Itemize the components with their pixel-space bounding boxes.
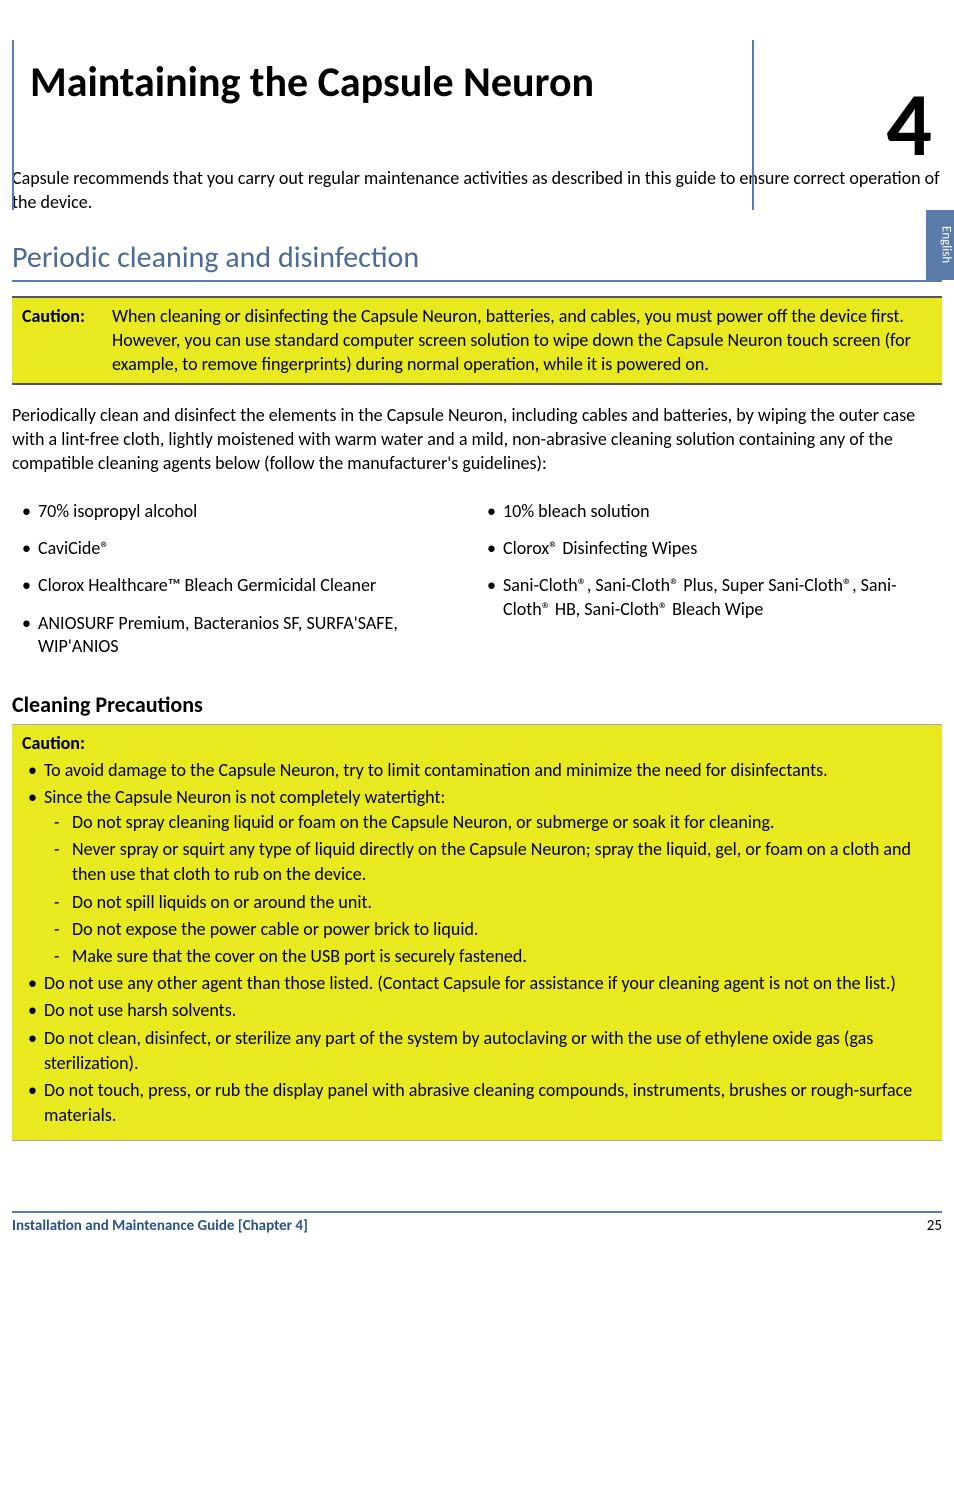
bullet-icon: • — [487, 537, 503, 560]
header-rule-left — [12, 40, 14, 210]
bullet-icon: • — [22, 612, 38, 659]
bullet-icon: • — [22, 500, 38, 523]
bullet-icon: • — [22, 537, 38, 560]
chapter-header: Maintaining the Capsule Neuron 4 — [12, 60, 942, 106]
list-item: Do not use any other agent than those li… — [44, 971, 932, 996]
page-footer: Installation and Maintenance Guide [Chap… — [12, 1211, 942, 1235]
list-item: •10% bleach solution — [487, 500, 932, 523]
list-item: Do not touch, press, or rub the display … — [44, 1078, 932, 1128]
agent-text: CaviCide® — [38, 537, 109, 560]
agent-text: 70% isopropyl alcohol — [38, 500, 197, 523]
list-item: •ANIOSURF Premium, Bacteranios SF, SURFA… — [22, 612, 467, 659]
chapter-number: 4 — [886, 80, 932, 170]
list-item: Do not spill liquids on or around the un… — [72, 890, 932, 915]
footer-page-number: 25 — [927, 1217, 942, 1235]
chapter-title: Maintaining the Capsule Neuron — [30, 60, 942, 106]
subheading-precautions: Cleaning Precautions — [12, 691, 942, 718]
footer-doc-title: Installation and Maintenance Guide [Chap… — [12, 1217, 308, 1235]
cleaning-paragraph: Periodically clean and disinfect the ele… — [12, 403, 942, 476]
list-item: Since the Capsule Neuron is not complete… — [44, 785, 932, 969]
list-item: Do not expose the power cable or power b… — [72, 917, 932, 942]
agent-text: Clorox® Disinfecting Wipes — [503, 537, 697, 560]
header-rule-right — [752, 40, 754, 210]
agent-text: 10% bleach solution — [503, 500, 650, 523]
caution-text: When cleaning or disinfecting the Capsul… — [112, 304, 932, 377]
language-tab: English — [926, 210, 954, 280]
list-item: •CaviCide® — [22, 537, 467, 560]
agents-col-left: •70% isopropyl alcohol •CaviCide® •Cloro… — [22, 500, 467, 673]
bullet-icon: • — [22, 574, 38, 597]
precaution-sublist: Do not spray cleaning liquid or foam on … — [44, 810, 932, 969]
agents-col-right: •10% bleach solution •Clorox® Disinfecti… — [487, 500, 932, 673]
caution-precautions: Caution: To avoid damage to the Capsule … — [12, 724, 942, 1142]
agent-text: Clorox Healthcare™ Bleach Germicidal Cle… — [38, 574, 376, 597]
bullet-icon: • — [487, 574, 503, 621]
list-item: •Clorox Healthcare™ Bleach Germicidal Cl… — [22, 574, 467, 597]
list-item-text: Since the Capsule Neuron is not complete… — [44, 786, 445, 808]
list-item: Do not use harsh solvents. — [44, 998, 932, 1023]
cleaning-agents: •70% isopropyl alcohol •CaviCide® •Cloro… — [22, 500, 932, 673]
bullet-icon: • — [487, 500, 503, 523]
agent-text: Sani-Cloth®, Sani-Cloth® Plus, Super San… — [503, 574, 932, 621]
list-item: •Sani-Cloth®, Sani-Cloth® Plus, Super Sa… — [487, 574, 932, 621]
intro-paragraph: Capsule recommends that you carry out re… — [12, 166, 942, 215]
precaution-list: To avoid damage to the Capsule Neuron, t… — [22, 758, 932, 1129]
caution-label: Caution: — [22, 731, 932, 756]
section-heading-periodic: Periodic cleaning and disinfection — [12, 239, 942, 282]
list-item: Make sure that the cover on the USB port… — [72, 944, 932, 969]
list-item: •70% isopropyl alcohol — [22, 500, 467, 523]
list-item: Do not spray cleaning liquid or foam on … — [72, 810, 932, 835]
list-item: •Clorox® Disinfecting Wipes — [487, 537, 932, 560]
list-item: Do not clean, disinfect, or sterilize an… — [44, 1026, 932, 1076]
caution-label: Caution: — [22, 304, 112, 377]
agent-text: ANIOSURF Premium, Bacteranios SF, SURFA'… — [38, 612, 467, 659]
caution-power-off: Caution: When cleaning or disinfecting t… — [12, 296, 942, 385]
list-item: To avoid damage to the Capsule Neuron, t… — [44, 758, 932, 783]
list-item: Never spray or squirt any type of liquid… — [72, 837, 932, 887]
